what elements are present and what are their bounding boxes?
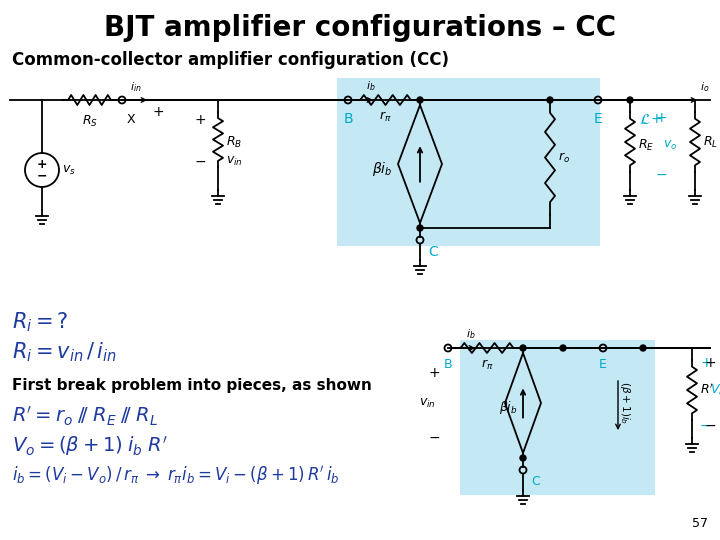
Text: E: E [599, 358, 607, 371]
Text: $\beta i_b$: $\beta i_b$ [372, 160, 392, 178]
Text: $R_i = ?$: $R_i = ?$ [12, 310, 68, 334]
Text: −: − [428, 431, 440, 445]
Circle shape [520, 455, 526, 461]
Text: 57: 57 [692, 517, 708, 530]
Text: C: C [428, 245, 438, 259]
Text: $R'$: $R'$ [700, 383, 714, 397]
Text: −: − [705, 419, 716, 433]
Bar [460, 340, 655, 495]
Text: −: − [700, 419, 711, 433]
Text: C: C [531, 475, 540, 488]
Circle shape [520, 345, 526, 351]
Text: $V_o$: $V_o$ [710, 382, 720, 397]
Text: $R' = r_o\;/\!/\;R_E\;/\!/\;R_L$: $R' = r_o\;/\!/\;R_E\;/\!/\;R_L$ [12, 405, 158, 428]
Text: $R_i = v_{in} \,/\, i_{in}$: $R_i = v_{in} \,/\, i_{in}$ [12, 340, 117, 363]
Text: $\mathcal{L}$: $\mathcal{L}$ [639, 112, 651, 127]
Text: $r_\pi$: $r_\pi$ [379, 110, 392, 124]
Text: +: + [650, 112, 662, 126]
Bar [337, 78, 600, 246]
Text: $R_E$: $R_E$ [638, 138, 654, 152]
Text: $R_L$: $R_L$ [703, 134, 718, 150]
Text: B: B [444, 358, 452, 371]
Circle shape [560, 345, 566, 351]
Text: $i_b = (V_i - V_o)\,/\,r_\pi \;\rightarrow\; r_\pi i_b = V_i - (\beta + 1)\,R'\,: $i_b = (V_i - V_o)\,/\,r_\pi \;\rightarr… [12, 464, 340, 487]
Text: $v_{in}$: $v_{in}$ [419, 396, 436, 409]
Text: +: + [705, 356, 716, 370]
Text: $v_o$: $v_o$ [663, 138, 678, 152]
Circle shape [627, 97, 633, 103]
Text: −: − [37, 170, 48, 183]
Circle shape [417, 97, 423, 103]
Text: +: + [700, 356, 711, 370]
Text: $v_{in}$: $v_{in}$ [226, 155, 243, 168]
Text: BJT amplifier configurations – CC: BJT amplifier configurations – CC [104, 14, 616, 42]
Text: $i_b$: $i_b$ [366, 79, 376, 93]
Circle shape [417, 225, 423, 231]
Text: +: + [152, 105, 163, 119]
Circle shape [547, 97, 553, 103]
Text: $i_o$: $i_o$ [700, 80, 709, 94]
Text: $i_b$: $i_b$ [466, 327, 476, 341]
Text: +: + [194, 113, 206, 127]
Text: $R_S$: $R_S$ [81, 114, 97, 129]
Text: $v_s$: $v_s$ [62, 164, 76, 177]
Text: X: X [127, 113, 135, 126]
Text: First break problem into pieces, as shown: First break problem into pieces, as show… [12, 378, 372, 393]
Text: B: B [343, 112, 353, 126]
Text: $i_{in}$: $i_{in}$ [130, 80, 142, 94]
Text: $r_\pi$: $r_\pi$ [481, 358, 493, 372]
Text: +: + [655, 111, 667, 125]
Text: $r_o$: $r_o$ [558, 151, 570, 165]
Text: Common-collector amplifier configuration (CC): Common-collector amplifier configuration… [12, 51, 449, 69]
Text: −: − [194, 155, 206, 169]
Circle shape [640, 345, 646, 351]
Text: +: + [428, 366, 440, 380]
Text: E: E [593, 112, 603, 126]
Text: −: − [655, 168, 667, 182]
Text: $V_o = (\beta + 1)\;i_b\;R'$: $V_o = (\beta + 1)\;i_b\;R'$ [12, 434, 168, 458]
Text: $R_B$: $R_B$ [226, 134, 242, 150]
Text: $\beta i_b$: $\beta i_b$ [500, 400, 518, 416]
Text: +: + [37, 159, 48, 172]
Text: $(\beta+1)i_b$: $(\beta+1)i_b$ [618, 381, 632, 424]
